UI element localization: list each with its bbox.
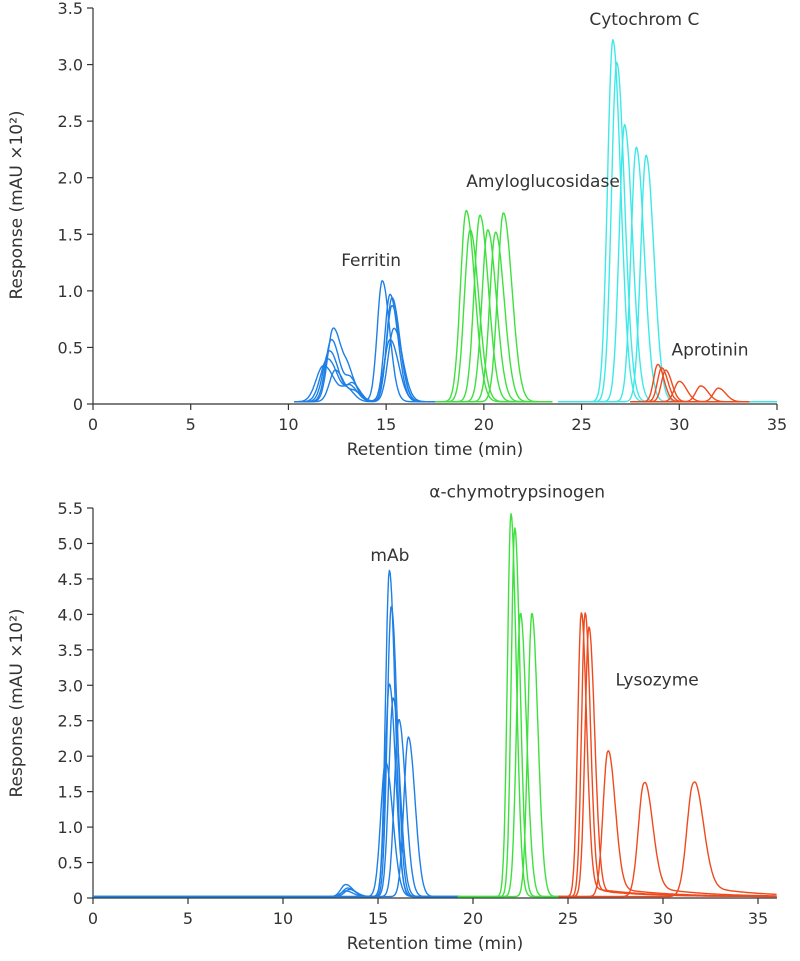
x-tick-label: 20 — [463, 909, 483, 928]
peak-label: Amyloglucosidase — [466, 172, 620, 192]
x-tick-label: 15 — [368, 909, 388, 928]
series-line-1-16 — [558, 781, 777, 898]
peak-label: Cytochrom C — [589, 10, 699, 30]
y-tick-label: 5.0 — [58, 534, 83, 553]
y-tick-label: 0.5 — [58, 338, 83, 357]
series-line-0-5 — [294, 338, 437, 403]
y-tick-label: 4.0 — [58, 605, 83, 624]
x-tick-label: 5 — [186, 415, 196, 434]
peak-label: Aprotinin — [671, 340, 748, 360]
y-tick-label: 4.5 — [58, 570, 83, 589]
series-line-1-9 — [457, 612, 561, 898]
y-tick-label: 3.5 — [58, 641, 83, 660]
series-line-0-17 — [630, 363, 750, 403]
x-tick-label: 25 — [558, 909, 578, 928]
series-line-0-2 — [294, 296, 437, 403]
series-line-0-19 — [630, 369, 750, 403]
x-tick-label: 5 — [183, 909, 193, 928]
series-line-0-11 — [435, 212, 553, 403]
series-line-0-0 — [294, 280, 437, 403]
series-line-0-4 — [294, 327, 437, 403]
series-group — [93, 513, 777, 898]
series-line-0-3 — [294, 304, 437, 403]
y-tick-label: 1.0 — [58, 818, 83, 837]
series-line-0-10 — [435, 231, 553, 403]
series-line-1-7 — [457, 513, 561, 898]
peak-label: Lysozyme — [616, 670, 699, 690]
y-tick-label: 1.0 — [58, 282, 83, 301]
x-tick-label: 15 — [376, 415, 396, 434]
x-tick-label: 30 — [653, 909, 673, 928]
x-tick-label: 0 — [88, 909, 98, 928]
x-tick-label: 0 — [88, 415, 98, 434]
y-tick-label: 2.5 — [58, 712, 83, 731]
y-tick-label: 2.0 — [58, 169, 83, 188]
series-line-0-9 — [435, 229, 553, 403]
x-axis-label: Retention time (min) — [347, 440, 524, 460]
series-line-0-1 — [294, 293, 437, 403]
y-axis-label: Response (mAU ×10²) — [7, 608, 27, 797]
series-line-1-6 — [93, 761, 460, 898]
y-tick-label: 5.5 — [58, 499, 83, 518]
y-tick-label: 1.5 — [58, 225, 83, 244]
y-tick-label: 2.5 — [58, 112, 83, 131]
peak-label: mAb — [370, 546, 409, 566]
series-line-0-7 — [435, 229, 553, 403]
x-tick-label: 30 — [669, 415, 689, 434]
y-tick-label: 3.0 — [58, 56, 83, 75]
x-tick-label: 10 — [278, 415, 298, 434]
y-tick-label: 3.0 — [58, 676, 83, 695]
series-line-0-18 — [630, 367, 750, 403]
y-axis-label: Response (mAU ×10²) — [7, 110, 27, 299]
x-tick-label: 20 — [474, 415, 494, 434]
chart-top: 0 5 10 15 20 25 30 35 0 0.5 1.0 1.5 2.0 2.5 3.0 3.5 Rete… — [7, 0, 787, 460]
series-line-1-10 — [457, 612, 561, 898]
series-line-0-16 — [558, 154, 777, 403]
series-line-1-14 — [558, 750, 777, 898]
x-axis-label: Retention time (min) — [347, 934, 524, 954]
chart-bottom: 0 5 10 15 20 25 30 35 0 0.5 1.0 1.5 2.0 2.5 3.0 3.5 4.0 4… — [7, 482, 777, 954]
y-tick-label: 0.5 — [58, 854, 83, 873]
y-tick-label: 0 — [73, 395, 83, 414]
x-tick-label: 35 — [767, 415, 787, 434]
x-tick-label: 35 — [748, 909, 768, 928]
x-tick-label: 10 — [273, 909, 293, 928]
series-group — [294, 39, 777, 403]
y-tick-label: 2.0 — [58, 747, 83, 766]
peak-label: α-chymotrypsinogen — [429, 482, 605, 502]
series-line-0-22 — [630, 387, 750, 403]
peak-label: Ferritin — [341, 251, 401, 271]
y-tick-label: 3.5 — [58, 0, 83, 18]
y-tick-label: 0 — [73, 889, 83, 908]
y-tick-label: 1.5 — [58, 783, 83, 802]
x-tick-label: 25 — [571, 415, 591, 434]
